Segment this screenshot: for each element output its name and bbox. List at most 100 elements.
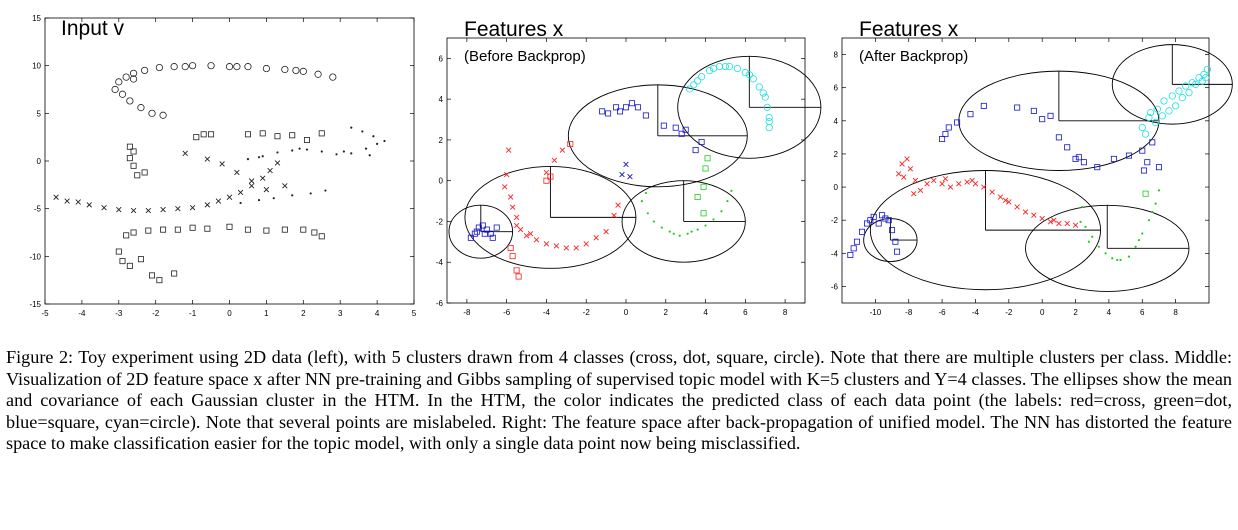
data-point-cross [942,176,949,182]
y-tick-label: 6 [834,84,839,93]
data-point-circle [1153,105,1161,113]
data-point-circle [314,70,322,78]
data-point-dot [1137,238,1141,242]
data-point-square [1030,107,1037,114]
data-point-square [547,173,554,180]
data-point-circle [749,75,757,83]
data-point-cross [517,226,524,233]
data-point-circle [690,81,698,89]
x-tick-label: 2 [664,308,669,317]
data-point-circle [281,65,289,74]
data-point-square [1155,164,1162,171]
data-point-square [130,229,137,236]
x-tick-label: -8 [905,308,913,317]
data-point-cross [1022,209,1029,215]
data-point-square [156,277,163,284]
data-point-circle [745,71,753,79]
data-point-circle [1168,92,1176,100]
x-tick-label: -1 [189,309,197,318]
data-point-dot [1087,240,1090,243]
data-point-cross [267,167,273,174]
data-point-circle [225,63,234,71]
data-point-dot [690,230,693,233]
data-point-cross [907,166,914,172]
y-tick-label: 4 [834,117,839,126]
y-tick-label: -6 [436,299,444,308]
data-point-cross [912,177,919,184]
data-point-square [507,244,514,251]
data-point-cross [237,189,244,196]
data-point-cross [997,194,1004,200]
x-tick-label: -5 [41,309,49,318]
data-point-dot [678,234,681,237]
data-point-dot [726,199,729,203]
data-point-square [1142,190,1149,197]
data-point-cross [904,156,910,162]
axes-box [44,17,415,305]
y-tick-label: -2 [831,216,839,225]
data-point-square [1080,159,1087,166]
data-point-cross [1064,220,1070,227]
data-point-square [130,162,137,169]
plot-subtitle: (After Backprop) [859,48,968,65]
data-point-square [160,226,167,233]
x-tick-label: 8 [783,308,788,317]
data-point-square [481,230,488,237]
data-point-dot [1111,257,1114,260]
y-tick-label: 0 [439,177,444,186]
data-point-cross [501,184,508,190]
data-point-circle [759,89,767,97]
data-point-cross [274,160,281,166]
data-point-circle [1142,130,1150,138]
data-point-square [171,270,178,277]
data-point-square [475,224,482,231]
x-tick-label: -2 [1005,308,1013,317]
data-point-dot [704,224,707,227]
data-point-cross [101,204,107,211]
data-point-dot [350,152,353,155]
data-point-dot [712,218,715,221]
data-point-circle [292,66,300,75]
data-point-square [1064,144,1071,151]
data-point-square [954,119,961,126]
data-point-cross [583,241,589,247]
data-point-cross [1047,219,1054,225]
data-point-dot [1141,232,1144,235]
data-point-cross [145,207,152,214]
data-point-circle [262,64,270,73]
x-tick-label: -8 [463,308,471,317]
plot-title: Features x [859,18,959,41]
data-point-cross [503,171,510,178]
data-point-circle [1200,70,1208,79]
plot-panel-3: -10 -8 -6 -4 -2 0 2 4 6 8 -6 -4 -2 0 2 4 6 8 Features x (Af… [831,18,1233,317]
data-point-cross [219,161,225,167]
data-point-square [1047,112,1054,119]
data-point-square [694,193,701,200]
data-point-dot [660,226,663,229]
data-point-square [200,131,207,138]
data-point-square [628,100,635,107]
data-point-dot [1116,258,1119,262]
data-point-dot [305,148,309,151]
data-point-square [259,130,266,137]
data-point-cross [513,214,520,221]
data-point-square [471,230,478,237]
data-point-cross [1072,222,1079,228]
data-point-dot [361,130,364,133]
data-point-cross [956,181,962,187]
data-point-cross [543,241,550,247]
data-point-dot [342,150,345,153]
data-point-dot [668,230,671,233]
data-point-circle [765,117,773,126]
data-point-circle [129,75,138,83]
data-point-square [1039,116,1046,123]
x-tick-label: 6 [743,308,748,317]
data-point-circle [299,67,307,75]
data-point-cross [603,228,609,235]
y-tick-label: -6 [831,282,839,291]
data-point-circle [170,63,178,71]
data-point-circle [244,63,252,71]
data-point-cross [189,204,196,211]
data-point-dot [652,220,655,223]
data-point-square [870,213,877,220]
